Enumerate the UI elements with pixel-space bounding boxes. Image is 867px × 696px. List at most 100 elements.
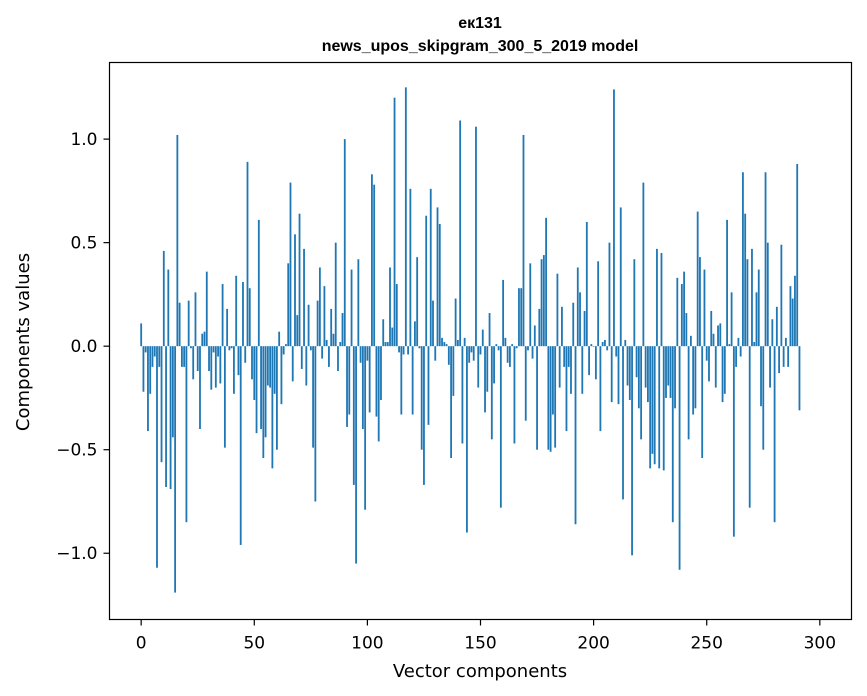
bar bbox=[726, 219, 728, 347]
bar bbox=[203, 331, 206, 347]
bar bbox=[683, 271, 685, 347]
bar bbox=[361, 346, 364, 430]
bar bbox=[527, 346, 529, 351]
bar bbox=[499, 346, 502, 508]
bar bbox=[773, 346, 776, 523]
bar bbox=[545, 217, 548, 347]
bar bbox=[701, 346, 704, 458]
bar bbox=[628, 346, 631, 401]
bar bbox=[742, 172, 744, 347]
bar bbox=[156, 346, 158, 568]
bar bbox=[348, 346, 351, 415]
bar bbox=[479, 346, 482, 355]
x-tick-label: 50 bbox=[243, 634, 265, 654]
bar bbox=[456, 339, 459, 347]
bar bbox=[669, 346, 672, 398]
bar bbox=[585, 221, 588, 347]
bar bbox=[610, 346, 613, 403]
bar bbox=[257, 219, 260, 347]
bar bbox=[423, 346, 425, 485]
bar bbox=[452, 346, 455, 396]
bar bbox=[520, 288, 523, 347]
bar bbox=[169, 346, 172, 490]
bar bbox=[470, 346, 473, 353]
bar bbox=[755, 292, 758, 347]
bar bbox=[649, 346, 652, 469]
bar bbox=[402, 346, 405, 355]
bar bbox=[717, 325, 719, 347]
bar bbox=[404, 87, 407, 347]
bar bbox=[314, 346, 317, 502]
bar bbox=[658, 346, 661, 469]
bar bbox=[653, 346, 656, 465]
bar bbox=[411, 346, 414, 415]
bar bbox=[228, 346, 231, 351]
bar bbox=[219, 346, 222, 384]
bar bbox=[481, 329, 484, 347]
bar bbox=[194, 292, 197, 347]
bar bbox=[398, 346, 400, 353]
bar bbox=[409, 188, 412, 347]
bar bbox=[246, 161, 249, 347]
bar bbox=[542, 255, 545, 347]
bar-series bbox=[140, 87, 801, 593]
bar bbox=[705, 346, 708, 361]
bar bbox=[205, 271, 208, 347]
bar bbox=[549, 346, 552, 452]
bar bbox=[771, 319, 774, 347]
bar bbox=[248, 288, 251, 347]
bar bbox=[692, 346, 695, 415]
bar bbox=[592, 346, 595, 347]
bar bbox=[689, 335, 692, 347]
bar bbox=[780, 244, 783, 347]
bar bbox=[192, 346, 195, 380]
bar bbox=[262, 346, 265, 458]
bar bbox=[176, 134, 179, 347]
y-tick-label: −1.0 bbox=[56, 544, 97, 564]
bar bbox=[794, 275, 796, 347]
bar bbox=[332, 333, 335, 347]
x-axis-ticks: 0 50 100 150 200 250 300 bbox=[136, 619, 836, 654]
bar bbox=[167, 269, 170, 347]
bar bbox=[784, 337, 787, 347]
bar bbox=[522, 134, 525, 347]
x-axis-label: Vector components bbox=[393, 661, 567, 682]
bar bbox=[676, 277, 679, 347]
bar bbox=[291, 346, 294, 382]
bar bbox=[497, 346, 500, 351]
bar bbox=[594, 346, 597, 380]
bar bbox=[416, 257, 419, 347]
bar bbox=[524, 346, 527, 421]
bar bbox=[149, 346, 152, 394]
bar bbox=[696, 211, 699, 347]
bar bbox=[647, 346, 649, 403]
bar bbox=[533, 325, 536, 347]
y-axis-ticks: −1.0 −0.5 0.0 0.5 1.0 bbox=[56, 130, 110, 564]
bar bbox=[660, 253, 663, 347]
bar bbox=[389, 267, 391, 347]
bar bbox=[210, 346, 213, 390]
bar bbox=[330, 308, 333, 347]
bar bbox=[400, 346, 403, 415]
bar bbox=[662, 346, 665, 471]
bar bbox=[665, 346, 667, 398]
bar bbox=[438, 224, 441, 347]
bar bbox=[536, 346, 538, 450]
bar bbox=[775, 306, 778, 347]
bar bbox=[395, 284, 398, 347]
bar bbox=[318, 267, 321, 347]
bar bbox=[260, 346, 262, 430]
bar bbox=[694, 346, 697, 409]
bar bbox=[366, 346, 369, 361]
bar bbox=[364, 346, 367, 510]
bar bbox=[373, 184, 376, 347]
bar bbox=[506, 346, 509, 363]
bar bbox=[547, 346, 550, 450]
bar bbox=[352, 346, 355, 485]
bar bbox=[608, 242, 611, 347]
bar bbox=[728, 344, 731, 347]
bar bbox=[796, 163, 799, 347]
bar bbox=[223, 346, 226, 448]
bar bbox=[459, 120, 462, 347]
bar bbox=[278, 331, 281, 347]
